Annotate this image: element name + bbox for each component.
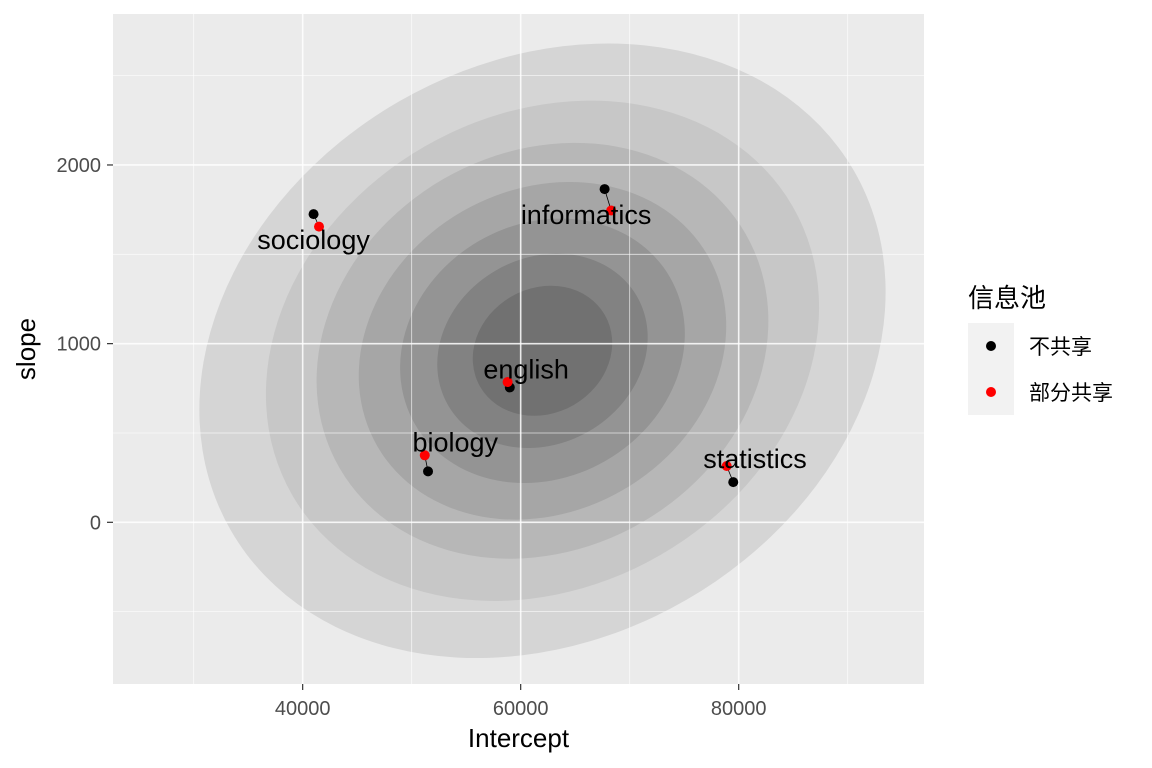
legend-keys-background — [968, 323, 1014, 415]
legend-key-partial-sharing — [986, 387, 996, 397]
x-tick-label: 40000 — [275, 698, 331, 720]
point-partial-sharing-english — [502, 377, 513, 388]
legend-label-partial-sharing: 部分共享 — [1029, 381, 1113, 405]
x-axis-title: Intercept — [468, 723, 570, 753]
x-tick-label: 80000 — [711, 698, 767, 720]
plot-area: sociology informatics english biology statis… — [113, 14, 924, 684]
density-contours — [199, 43, 886, 659]
label-informatics: informatics — [521, 200, 652, 230]
y-axis-title: slope — [11, 318, 41, 380]
point-partial-sharing-biology — [419, 450, 430, 461]
label-biology: biology — [412, 428, 498, 458]
legend-key-no-sharing — [986, 341, 996, 351]
legend-label-no-sharing: 不共享 — [1029, 335, 1092, 359]
point-labels: sociology informatics english biology statis… — [257, 200, 807, 474]
x-tick-label: 60000 — [493, 698, 549, 720]
grid-lines — [113, 14, 924, 684]
point-no-sharing-biology — [423, 466, 434, 477]
label-statistics: statistics — [703, 444, 807, 474]
point-partial-sharing-sociology — [314, 221, 325, 232]
point-no-sharing-sociology — [308, 209, 319, 220]
y-tick-label: 0 — [90, 512, 101, 534]
label-english: english — [483, 354, 569, 384]
point-no-sharing-informatics — [599, 184, 610, 195]
y-tick-label: 1000 — [57, 334, 102, 356]
axes: 40000 60000 80000 0 1000 2000 — [57, 155, 767, 720]
label-sociology: sociology — [257, 225, 370, 255]
y-tick-label: 2000 — [57, 155, 102, 177]
data-points — [308, 184, 739, 488]
legend-title: 信息池 — [968, 284, 1046, 314]
point-partial-sharing-informatics — [606, 205, 617, 216]
point-no-sharing-statistics — [728, 477, 739, 488]
point-partial-sharing-statistics — [721, 461, 732, 472]
